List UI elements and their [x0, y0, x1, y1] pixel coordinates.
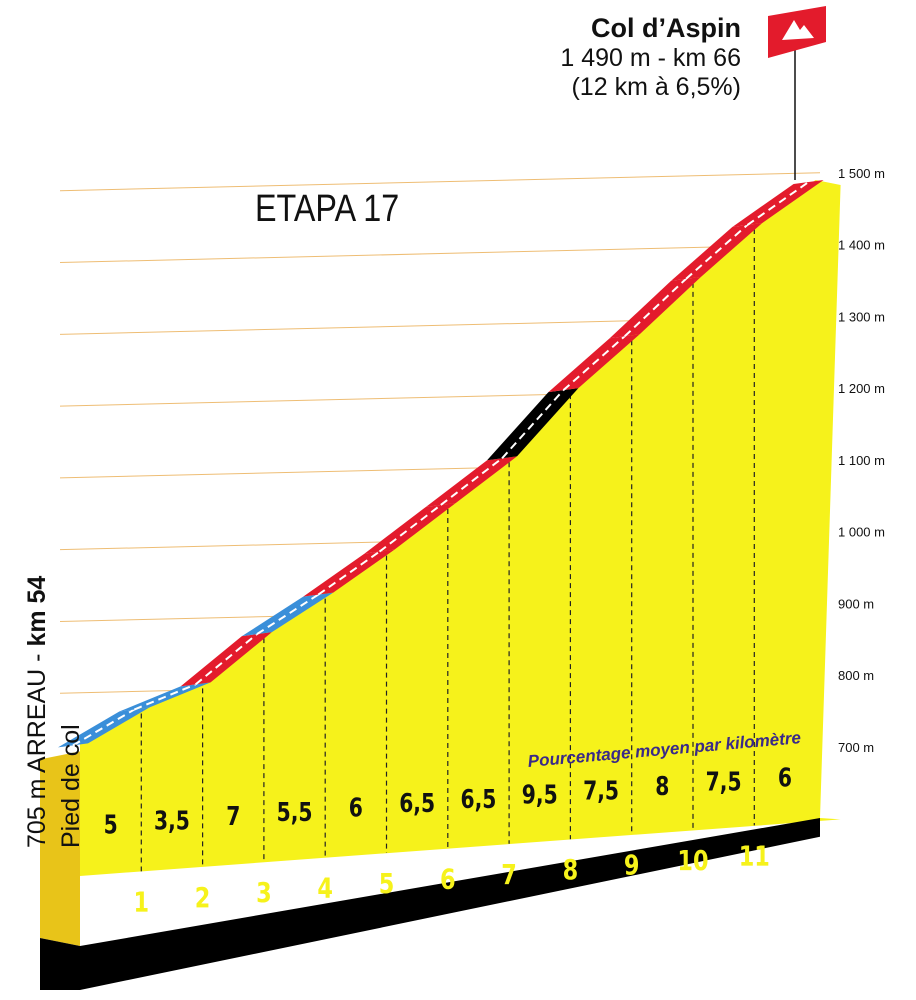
ribbon-centerline	[685, 224, 748, 280]
km-tick-label: 3	[256, 876, 272, 909]
elevation-tick-label: 800 m	[838, 668, 874, 683]
profile-fill	[80, 179, 841, 877]
km-tick-label: 6	[440, 862, 456, 895]
gradient-segment	[241, 592, 334, 637]
gradient-label: 7,5	[706, 767, 742, 797]
km-tick-label: 1	[134, 885, 150, 918]
gradient-segment	[303, 549, 395, 597]
gradient-segment	[732, 179, 824, 228]
gradient-segment	[58, 707, 150, 748]
ribbon-centerline	[72, 708, 135, 747]
km-tick-label: 7	[501, 857, 517, 890]
km-tick-label: 4	[317, 871, 333, 904]
km-tick-label: 5	[379, 866, 395, 899]
km-base-band	[40, 818, 820, 990]
elevation-tick-label: 1 000 m	[838, 525, 885, 540]
km-tick-label: 8	[563, 853, 579, 886]
ribbon-centerline	[624, 278, 687, 337]
gradient-labels: 5 3,5 7 5,5 6 6,5 6,5 9,5 7,5 8 7,5 6 1 2 3 4 5 6 7 8 9 10 11	[104, 763, 792, 918]
gradient-segment	[364, 502, 456, 554]
ribbon-centerline	[133, 683, 196, 711]
gridline	[59, 172, 821, 192]
km-band	[40, 818, 820, 990]
gradient-label: 8	[655, 772, 669, 802]
gradient-label: 3,5	[154, 806, 190, 836]
gradient-ribbon	[58, 179, 824, 748]
gradient-segment	[425, 456, 518, 507]
summit-flag	[768, 6, 826, 180]
elevation-tick-label: 700 m	[838, 740, 874, 755]
elevation-axis: 700 m 800 m 900 m 1 000 m 1 100 m 1 200 m 1 30…	[838, 166, 885, 755]
ribbon-centerline	[194, 633, 258, 686]
elevation-tick-label: 1 400 m	[838, 238, 885, 253]
km-tick-label: 10	[677, 843, 708, 876]
gradient-label: 7	[226, 802, 240, 832]
stage-label: ETAPA 17	[255, 188, 400, 230]
gradient-label: 5	[104, 810, 118, 840]
start-location: 705 m ARREAU -	[23, 646, 51, 848]
summit-climb-summary: (12 km à 6,5%)	[571, 73, 741, 101]
elevation-tick-label: 1 500 m	[838, 166, 885, 181]
km-dividers	[140, 229, 755, 872]
gradient-label: 6,5	[460, 784, 496, 814]
elevation-tick-label: 1 100 m	[838, 453, 885, 468]
ribbon-centerline	[562, 335, 626, 391]
gradient-label: 6	[349, 793, 363, 823]
gradient-label: 7,5	[583, 776, 619, 806]
summit-elevation-km: 1 490 m - km 66	[560, 44, 741, 72]
elevation-tick-label: 1 200 m	[838, 381, 885, 396]
gradient-label: 6	[778, 763, 792, 793]
km-tick-label: 9	[624, 848, 640, 881]
gradient-label: 6,5	[399, 789, 435, 819]
profile-area	[40, 179, 841, 946]
elevation-tick-label: 1 300 m	[838, 309, 885, 324]
profile-side-face	[40, 751, 80, 946]
gradient-label: 9,5	[522, 780, 558, 810]
summit-name: Col d’Aspin	[591, 13, 741, 43]
start-km: km 54	[23, 575, 51, 647]
summit-title-box: Col d’Aspin 1 490 m - km 66 (12 km à 6,5…	[560, 12, 741, 102]
elevation-tick-label: 900 m	[838, 596, 874, 611]
km-tick-label: 2	[195, 880, 211, 913]
start-label: 705 m ARREAU - km 54 Pied de col	[20, 576, 88, 848]
start-sub: Pied de col	[57, 724, 85, 848]
km-tick-label: 11	[739, 839, 770, 872]
ribbon-centerline	[501, 389, 565, 459]
gradient-label: 5,5	[277, 797, 313, 827]
gridline	[59, 244, 821, 264]
mountain-icon	[782, 20, 814, 40]
